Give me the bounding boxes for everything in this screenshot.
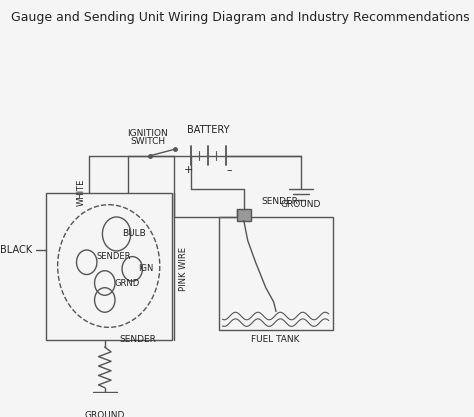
Text: GROUND: GROUND — [281, 200, 321, 209]
Text: SENDER: SENDER — [119, 335, 156, 344]
Text: IGN: IGN — [138, 264, 154, 274]
Text: +: + — [184, 165, 193, 175]
Text: PINK WIRE: PINK WIRE — [179, 247, 188, 291]
Text: SENDER: SENDER — [97, 252, 131, 261]
Text: SENDER: SENDER — [262, 197, 299, 206]
Bar — [46, 193, 172, 339]
Text: BLACK: BLACK — [0, 245, 33, 255]
Bar — [219, 217, 333, 330]
Text: FUEL TANK: FUEL TANK — [251, 335, 300, 344]
Bar — [237, 209, 251, 221]
Text: –: – — [226, 165, 232, 175]
Text: BULB: BULB — [122, 229, 146, 239]
Text: WHITE: WHITE — [77, 178, 86, 206]
Text: BATTERY: BATTERY — [187, 125, 230, 135]
Text: SWITCH: SWITCH — [130, 137, 165, 146]
Text: Gauge and Sending Unit Wiring Diagram and Industry Recommendations: Gauge and Sending Unit Wiring Diagram an… — [10, 11, 469, 24]
Text: GROUND: GROUND — [84, 411, 125, 417]
Text: IGNITION: IGNITION — [128, 129, 168, 138]
Text: GRND: GRND — [115, 279, 140, 287]
